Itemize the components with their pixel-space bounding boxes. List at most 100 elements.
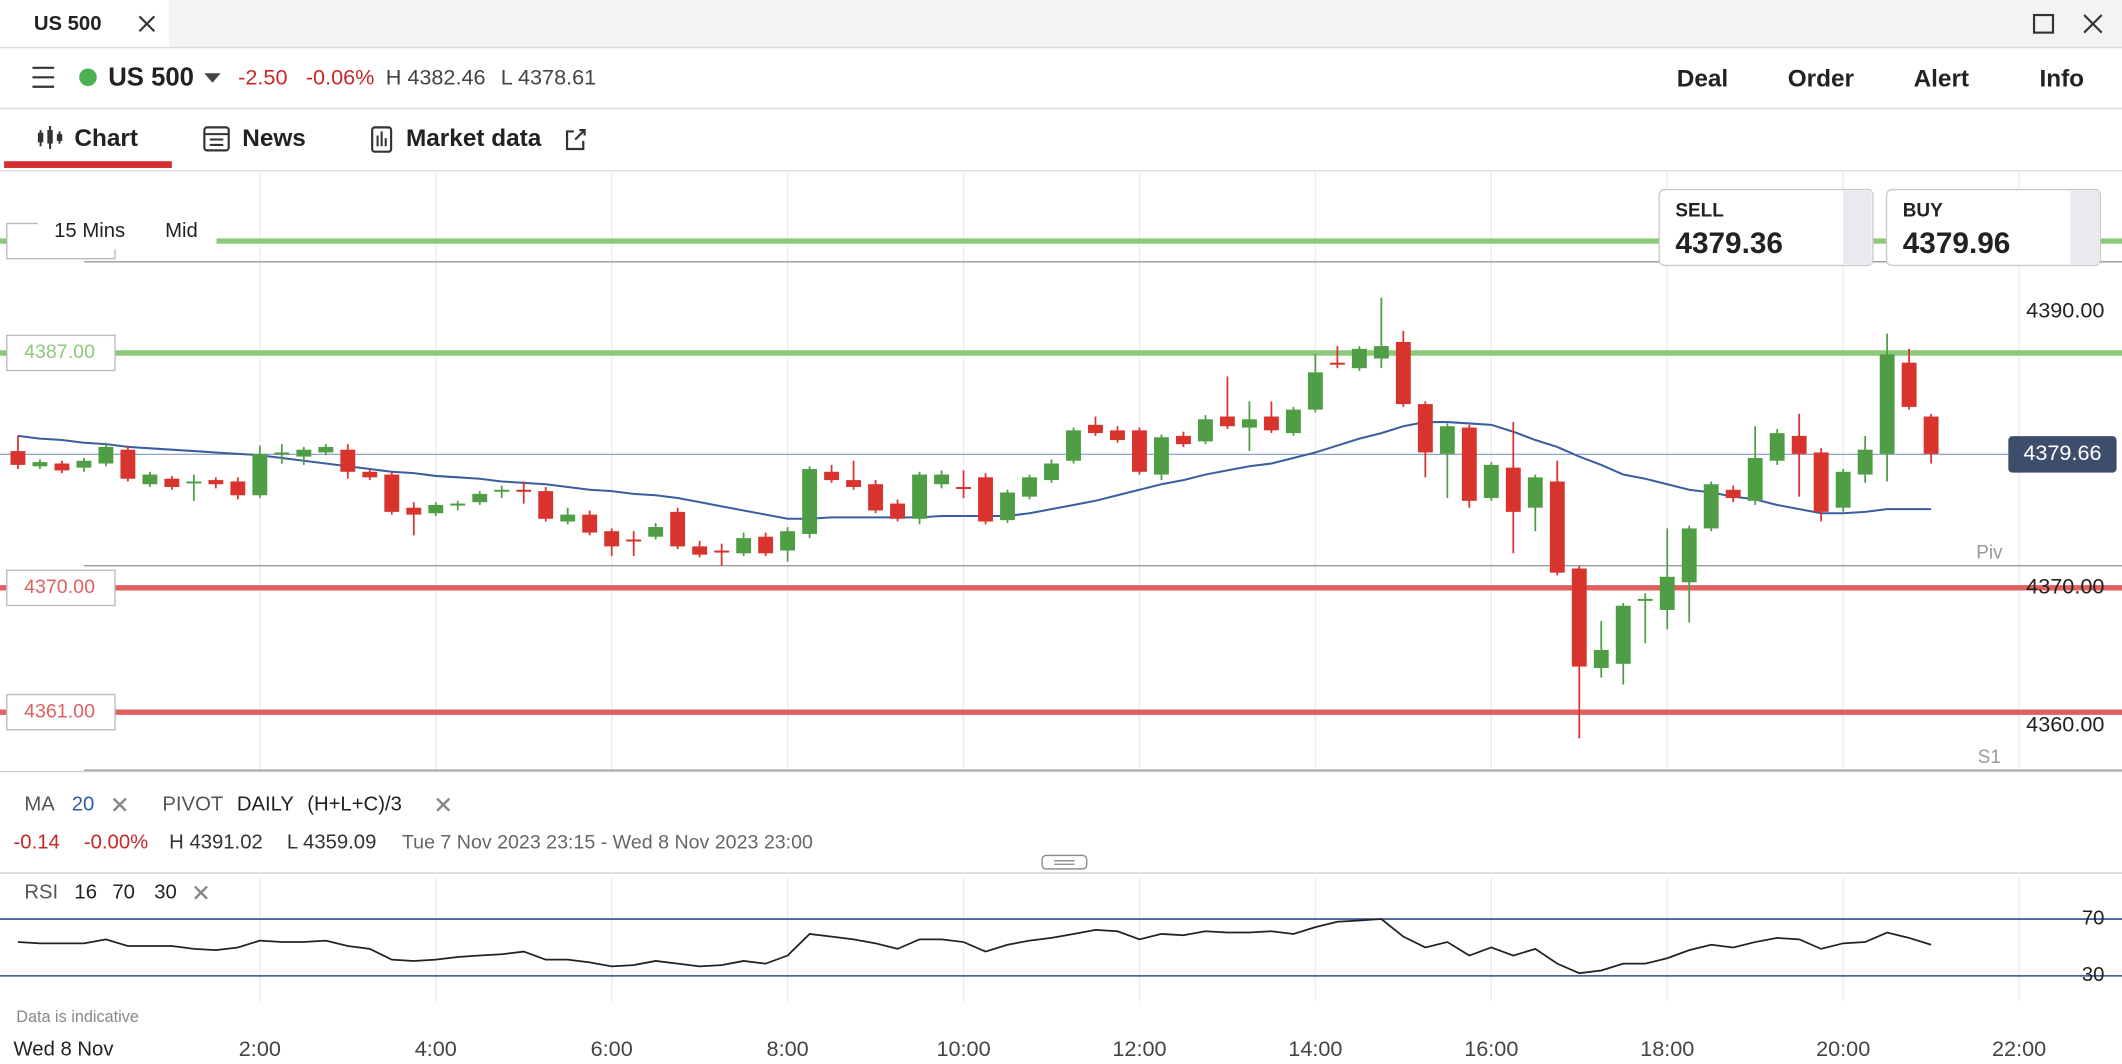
candle-body <box>98 446 114 464</box>
ma-period[interactable]: 20 <box>72 794 95 816</box>
candle-body <box>1395 341 1411 405</box>
instrument[interactable]: US 500 <box>108 63 194 91</box>
pivot-label: PIVOT <box>162 794 223 816</box>
candle-body <box>1593 649 1609 668</box>
candle-body <box>428 504 444 514</box>
candle-body <box>1747 457 1763 501</box>
candle-body <box>450 503 466 506</box>
range-high: H 4391.02 <box>169 832 263 854</box>
moving-average <box>17 421 1932 520</box>
candle-body <box>516 489 532 492</box>
candle-body <box>736 538 752 554</box>
tab-close[interactable] <box>138 15 156 33</box>
x-tick-label: 18:00 <box>1640 1036 1694 1061</box>
news-icon <box>203 126 230 152</box>
ma-label: MA <box>24 794 55 816</box>
remove-rsi[interactable] <box>194 885 208 900</box>
candle-body <box>1154 437 1169 475</box>
action[interactable]: Info <box>2039 65 2084 92</box>
nav-tab[interactable]: Market data <box>406 125 542 152</box>
candle-body <box>252 453 268 496</box>
status-dot <box>79 68 97 87</box>
level-label-box <box>6 334 116 372</box>
x-tick-label: 8:00 <box>767 1036 809 1061</box>
y-tick-label: 4360.00 <box>2026 712 2104 737</box>
candle-body <box>76 460 92 468</box>
candle-body <box>1373 346 1389 359</box>
x-tick-label: 20:00 <box>1816 1036 1870 1061</box>
candle-body <box>1022 477 1037 497</box>
time-axis: 2:00 4:00 6:00 8:00 10:00 12:00 14:00 16:00 18:0… <box>239 1036 2046 1061</box>
sell-price[interactable]: 4379.36 <box>1675 227 1783 260</box>
action[interactable]: Deal <box>1677 65 1728 92</box>
maximize[interactable] <box>2032 13 2055 34</box>
nav-tab[interactable]: News <box>242 125 306 152</box>
candle-body <box>1263 416 1279 431</box>
remove-pivot[interactable] <box>436 797 451 812</box>
buy-button[interactable] <box>1885 188 2102 267</box>
buy-price[interactable]: 4379.96 <box>1903 227 2011 260</box>
level-label-box <box>6 693 116 731</box>
candle-body <box>1769 433 1785 461</box>
pivot-label: S1 <box>1978 747 2001 768</box>
pivot-period[interactable]: DAILY <box>237 794 295 816</box>
action[interactable]: Alert <box>1914 65 1969 92</box>
candle-body <box>1285 409 1301 434</box>
candle-body <box>670 511 686 547</box>
candle-body <box>1417 404 1433 453</box>
close-window[interactable] <box>2083 14 2103 34</box>
sell-label[interactable]: SELL <box>1675 200 1723 221</box>
high: H 4382.46 <box>386 64 486 89</box>
candle-body <box>1132 430 1147 472</box>
nav-tab[interactable]: Chart <box>74 125 138 152</box>
x-tick-label: 12:00 <box>1112 1036 1166 1061</box>
range-low: L 4359.09 <box>287 832 376 854</box>
level-label-box <box>6 569 116 607</box>
candle-body <box>692 546 708 555</box>
pivot-label: Piv <box>1976 543 2003 564</box>
price-type[interactable]: Mid <box>165 220 198 242</box>
range-change: -0.14 <box>14 832 60 854</box>
menu[interactable] <box>32 66 55 88</box>
candle-body <box>1000 492 1015 521</box>
candle-body <box>560 514 576 522</box>
dropdown[interactable] <box>204 73 221 83</box>
pivot-formula[interactable]: (H+L+C)/3 <box>307 794 402 816</box>
candle-body <box>912 474 928 519</box>
candle-body <box>472 493 488 503</box>
candle-body <box>1110 430 1125 441</box>
change-pct: -0.06% <box>306 64 375 89</box>
candle-body <box>1549 481 1565 573</box>
resize-handle[interactable] <box>1041 854 1088 870</box>
tab-title[interactable]: US 500 <box>34 13 102 35</box>
rsi-upper[interactable]: 70 <box>112 882 135 904</box>
candle-body <box>538 491 554 519</box>
x-tick-label: 16:00 <box>1464 1036 1518 1061</box>
candle-body <box>1725 489 1741 499</box>
candle-body <box>1307 372 1323 410</box>
buy-label[interactable]: BUY <box>1903 200 1943 221</box>
current-price: 4379.66 <box>2023 440 2101 465</box>
date-label: Wed 8 Nov <box>14 1039 115 1061</box>
level-label: 4370.00 <box>24 576 95 598</box>
tab-bar <box>0 0 2122 48</box>
x-tick-label: 14:00 <box>1288 1036 1342 1061</box>
y-tick-label: 4390.00 <box>2026 297 2104 322</box>
candle-body <box>340 449 356 472</box>
tab[interactable] <box>0 0 170 48</box>
candle-body <box>1197 419 1213 442</box>
level-label: 4387.00 <box>24 341 95 363</box>
rsi-period[interactable]: 16 <box>74 882 97 904</box>
candle-body <box>868 484 884 511</box>
action[interactable]: Order <box>1788 65 1855 92</box>
sell-button[interactable] <box>1658 188 1874 267</box>
rsi-label: RSI <box>24 882 58 904</box>
candle-body <box>626 539 642 542</box>
change: -2.50 <box>238 64 287 89</box>
rsi-lower[interactable]: 30 <box>154 882 177 904</box>
remove-ma[interactable] <box>112 797 127 812</box>
rsi-tick-label: 30 <box>2082 964 2105 986</box>
interval[interactable]: 15 Mins <box>54 220 125 242</box>
candle-body <box>1461 427 1477 501</box>
